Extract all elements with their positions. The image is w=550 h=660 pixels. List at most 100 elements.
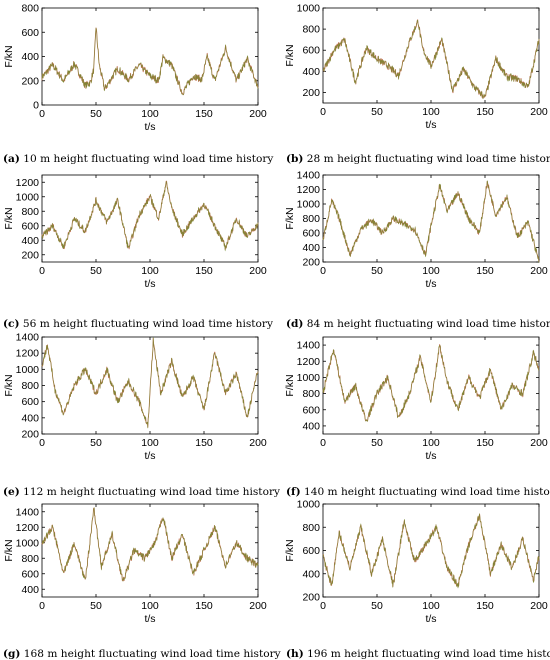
y-tick-label: 400 xyxy=(21,412,39,424)
y-tick-label: 800 xyxy=(21,206,39,218)
x-axis-label: t/s xyxy=(425,278,436,290)
y-tick-label: 400 xyxy=(302,242,320,254)
series-line-green xyxy=(322,180,540,263)
y-tick-label: 1400 xyxy=(297,340,321,352)
series-line-red xyxy=(322,19,540,99)
y-tick-label: 200 xyxy=(302,592,320,604)
x-axis-label: t/s xyxy=(144,121,155,133)
plot-frame xyxy=(41,7,259,106)
panel-caption: (e) 112 m height fluctuating wind load t… xyxy=(3,486,280,498)
x-tick-label: 50 xyxy=(371,106,383,118)
y-tick-label: 1200 xyxy=(297,356,321,368)
series-line-red xyxy=(322,513,540,588)
x-tick-label: 0 xyxy=(320,437,326,449)
y-tick-label: 400 xyxy=(302,568,320,580)
series-line-green xyxy=(41,27,259,95)
y-tick-label: 400 xyxy=(21,51,39,63)
x-tick-label: 50 xyxy=(90,600,102,612)
y-tick-label: 1000 xyxy=(16,191,40,203)
y-tick-label: 600 xyxy=(21,396,39,408)
x-tick-label: 200 xyxy=(249,437,267,449)
x-tick-label: 100 xyxy=(141,265,159,277)
caption-text: 10 m height fluctuating wind load time h… xyxy=(19,153,274,165)
y-tick-label: 1400 xyxy=(16,506,40,518)
series-line-green xyxy=(41,337,259,429)
y-tick-label: 800 xyxy=(21,380,39,392)
x-tick-label: 0 xyxy=(39,600,45,612)
y-tick-label: 400 xyxy=(21,235,39,247)
x-tick-label: 100 xyxy=(422,265,440,277)
y-axis-label: F/kN xyxy=(3,539,15,561)
x-tick-label: 0 xyxy=(39,437,45,449)
caption-text: 56 m height fluctuating wind load time h… xyxy=(19,318,273,330)
panel-caption: (d) 84 m height fluctuating wind load ti… xyxy=(286,318,550,330)
y-axis-label: F/kN xyxy=(284,44,296,66)
y-tick-label: 200 xyxy=(302,257,320,269)
x-tick-label: 0 xyxy=(320,265,326,277)
series-line-green xyxy=(322,513,540,589)
y-tick-label: 200 xyxy=(21,75,39,87)
y-tick-label: 1200 xyxy=(16,348,40,360)
y-tick-label: 600 xyxy=(302,228,320,240)
y-tick-label: 1200 xyxy=(16,522,40,534)
panel-caption: (f) 140 m height fluctuating wind load t… xyxy=(286,486,550,498)
y-tick-label: 1000 xyxy=(297,372,321,384)
y-tick-label: 600 xyxy=(21,27,39,39)
caption-label: (h) xyxy=(286,648,304,660)
caption-text: 140 m height fluctuating wind load time … xyxy=(300,486,550,498)
x-tick-label: 150 xyxy=(476,265,494,277)
x-tick-label: 100 xyxy=(422,437,440,449)
x-axis-label: t/s xyxy=(144,450,155,462)
x-tick-label: 0 xyxy=(39,108,45,120)
y-axis-label: F/kN xyxy=(284,539,296,561)
x-tick-label: 100 xyxy=(422,600,440,612)
x-tick-label: 50 xyxy=(90,265,102,277)
series-line-green xyxy=(41,507,259,582)
y-tick-label: 1000 xyxy=(16,364,40,376)
caption-label: (f) xyxy=(286,486,301,498)
caption-label: (d) xyxy=(286,318,304,330)
x-tick-label: 150 xyxy=(195,437,213,449)
x-tick-label: 200 xyxy=(249,265,267,277)
y-tick-label: 600 xyxy=(302,404,320,416)
x-tick-label: 100 xyxy=(141,108,159,120)
caption-text: 168 m height fluctuating wind load time … xyxy=(20,648,281,660)
x-tick-label: 100 xyxy=(422,106,440,118)
x-tick-label: 150 xyxy=(195,265,213,277)
x-tick-label: 150 xyxy=(476,437,494,449)
x-tick-label: 50 xyxy=(371,437,383,449)
x-tick-label: 200 xyxy=(530,106,548,118)
x-tick-label: 150 xyxy=(476,106,494,118)
y-tick-label: 1000 xyxy=(297,3,321,15)
series-line-green xyxy=(41,181,259,252)
x-axis-label: t/s xyxy=(144,613,155,625)
y-tick-label: 600 xyxy=(302,545,320,557)
y-axis-label: F/kN xyxy=(3,374,15,396)
y-tick-label: 800 xyxy=(21,3,39,15)
y-tick-label: 200 xyxy=(302,87,320,99)
series-line-green xyxy=(322,345,540,422)
y-tick-label: 600 xyxy=(21,220,39,232)
y-tick-label: 200 xyxy=(21,429,39,441)
y-tick-label: 1000 xyxy=(297,199,321,211)
x-tick-label: 50 xyxy=(90,437,102,449)
series-line-red xyxy=(322,344,540,422)
caption-text: 84 m height fluctuating wind load time h… xyxy=(303,318,550,330)
x-tick-label: 0 xyxy=(39,265,45,277)
x-tick-label: 0 xyxy=(320,106,326,118)
x-axis-label: t/s xyxy=(144,278,155,290)
y-tick-label: 800 xyxy=(21,553,39,565)
panel-caption: (b) 28 m height fluctuating wind load ti… xyxy=(286,153,550,165)
plot-frame xyxy=(322,503,540,598)
y-tick-label: 600 xyxy=(302,45,320,57)
x-tick-label: 200 xyxy=(249,600,267,612)
y-axis-label: F/kN xyxy=(3,207,15,229)
x-tick-label: 50 xyxy=(90,108,102,120)
y-tick-label: 0 xyxy=(33,100,39,112)
y-tick-label: 800 xyxy=(302,213,320,225)
series-line-red xyxy=(41,337,259,428)
panel-caption: (h) 196 m height fluctuating wind load t… xyxy=(286,648,550,660)
y-tick-label: 1000 xyxy=(16,537,40,549)
x-tick-label: 200 xyxy=(530,437,548,449)
